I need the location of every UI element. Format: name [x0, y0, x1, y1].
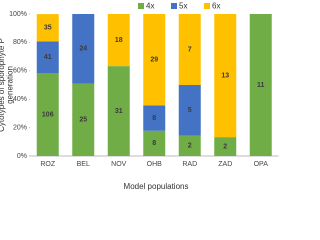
- y-axis-title: Cytotypes of sporophyte Pgeneration: [0, 38, 15, 132]
- legend-label: 5x: [179, 2, 187, 11]
- bar-segment: [214, 14, 237, 138]
- bar-segment: [36, 41, 59, 74]
- y-tick-label: 80%: [13, 39, 27, 46]
- bar-segment: [143, 14, 166, 106]
- data-label: 7: [188, 46, 192, 53]
- data-label: 13: [221, 72, 229, 79]
- y-tick-label: 0%: [17, 153, 27, 160]
- x-tick-label: OHB: [147, 161, 163, 168]
- bar-segment: [143, 130, 166, 156]
- data-label: 18: [115, 37, 123, 44]
- bar-segment: [178, 135, 201, 156]
- data-label: 35: [44, 25, 52, 32]
- chart: Model populations 0% 20% 40% 60% 80% 100% Cyto…: [0, 2, 279, 191]
- legend-swatch: [171, 3, 177, 9]
- data-label: 2: [223, 143, 227, 150]
- data-label: 29: [150, 57, 158, 64]
- data-label: 106: [42, 112, 54, 119]
- y-tick-label: 40%: [13, 96, 27, 103]
- bar-segment: [178, 85, 201, 136]
- data-label: 2: [188, 143, 192, 150]
- bar-segment: [36, 73, 59, 156]
- bar-segment: [107, 66, 130, 156]
- legend-swatch: [204, 3, 210, 9]
- bar-segment: [249, 14, 272, 156]
- y-axis-title-line: generation: [6, 66, 15, 104]
- legend-label: 6x: [212, 2, 220, 11]
- y-tick-label: 20%: [13, 124, 27, 131]
- x-tick-label: OPA: [254, 161, 269, 168]
- x-axis-title: Model populations: [124, 182, 189, 191]
- bar-segment: [72, 14, 95, 84]
- data-label: 11: [257, 82, 265, 89]
- bar-segment: [178, 14, 201, 85]
- data-label: 5: [188, 107, 192, 114]
- y-tick-label: 60%: [13, 68, 27, 75]
- bar-segment: [36, 14, 59, 42]
- y-axis-title-line: Cytotypes of sporophyte P: [0, 38, 6, 132]
- data-label: 8: [152, 115, 156, 122]
- x-tick-label: ROZ: [40, 161, 56, 168]
- x-tick-label: RAD: [182, 161, 197, 168]
- data-label: 25: [79, 117, 87, 124]
- x-tick-label: NOV: [111, 161, 127, 168]
- data-label: 31: [115, 108, 123, 115]
- bar-segment: [72, 83, 95, 156]
- x-tick-label: ZAD: [218, 161, 232, 168]
- bar-segment: [214, 137, 237, 156]
- legend-label: 4x: [146, 2, 154, 11]
- data-label: 41: [44, 54, 52, 61]
- legend-swatch: [138, 3, 144, 9]
- data-label: 24: [79, 46, 87, 53]
- bar-segment: [143, 105, 166, 131]
- data-label: 8: [152, 140, 156, 147]
- x-tick-label: BEL: [77, 161, 90, 168]
- bar-segment: [107, 14, 130, 67]
- y-tick-label: 100%: [9, 11, 27, 18]
